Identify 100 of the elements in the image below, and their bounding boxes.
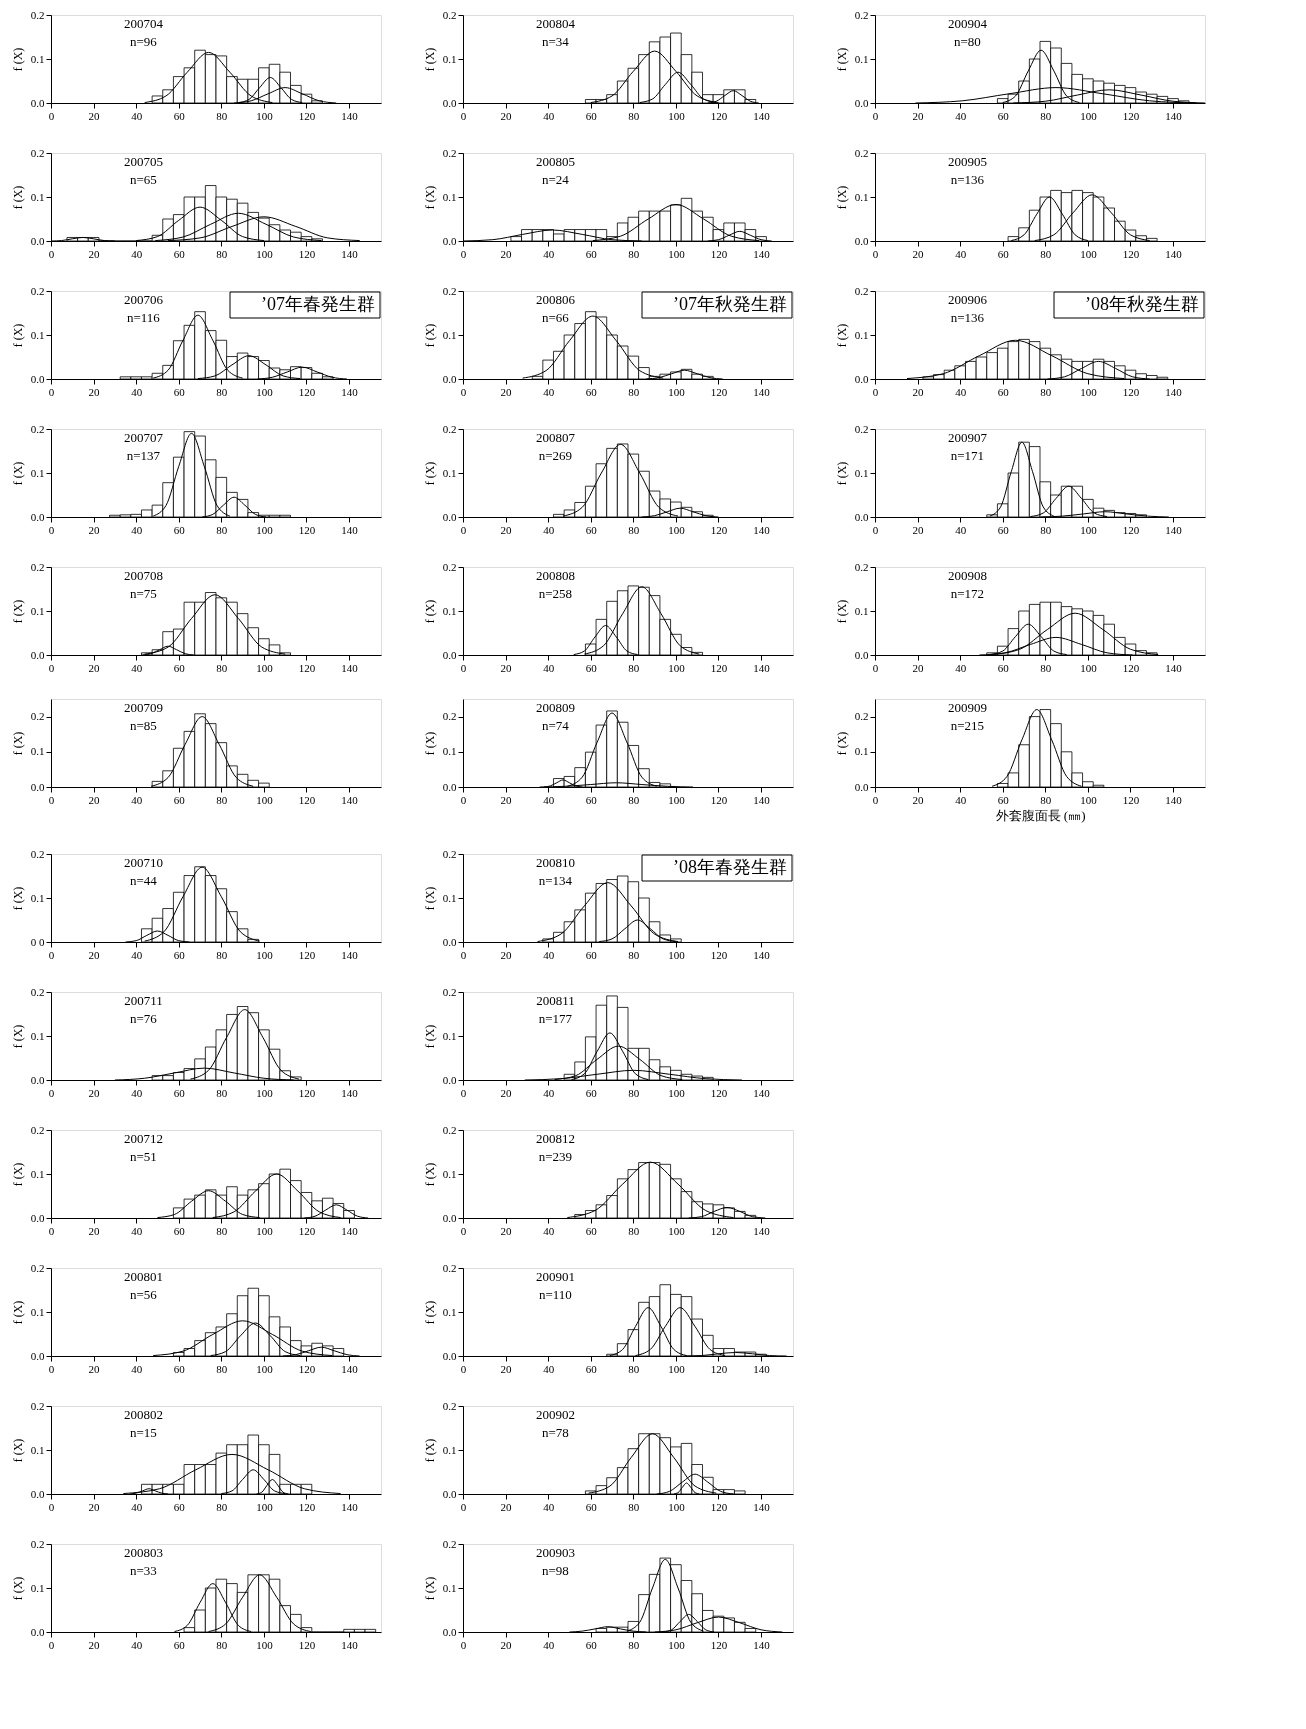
x-tick-label: 40 (131, 523, 143, 536)
y-axis-title: f (X) (422, 599, 437, 624)
x-tick-label: 80 (628, 1086, 640, 1099)
x-tick-label: 120 (298, 1086, 316, 1099)
y-axis-title: f (X) (10, 1438, 25, 1463)
y-tick-label: 0.0 (30, 510, 45, 523)
x-tick-label: 40 (131, 661, 143, 674)
text: n=137 (126, 448, 161, 463)
x-tick-label: 60 (585, 109, 598, 122)
x-tick-label: 140 (1165, 247, 1183, 260)
x-tick-label: 120 (1122, 661, 1140, 674)
x-tick-label: 120 (298, 661, 316, 674)
chart-title: 200909 (947, 700, 987, 715)
x-tick-label: 100 (668, 1500, 686, 1513)
y-tick-label: 0.1 (30, 328, 45, 341)
x-tick-label: 100 (256, 247, 274, 260)
x-tick-label: 140 (753, 109, 771, 122)
text: n=269 (538, 448, 573, 463)
x-tick-label: 120 (710, 1638, 728, 1651)
x-tick-label: 40 (955, 109, 967, 122)
y-tick-label: 0.2 (30, 8, 45, 21)
x-tick-label: 100 (256, 523, 274, 536)
chart-title: 200806 (535, 292, 576, 307)
text: n=85 (129, 718, 157, 733)
x-tick-label: 80 (1040, 523, 1052, 536)
x-tick-label: 120 (1122, 523, 1140, 536)
text: n=177 (538, 1011, 573, 1026)
x-tick-label: 140 (1165, 661, 1183, 674)
x-tick-label: 60 (173, 793, 186, 806)
x-tick-label: 0 (48, 793, 55, 806)
x-tick-label: 80 (216, 1362, 228, 1375)
text: n=96 (129, 34, 158, 49)
x-tick-label: 140 (341, 1638, 359, 1651)
y-tick-label: 0.0 (30, 1625, 45, 1638)
x-tick-label: 60 (585, 385, 598, 398)
x-tick-label: 0 (48, 523, 55, 536)
x-tick-label: 0 (460, 1224, 467, 1237)
x-tick-label: 20 (500, 1224, 513, 1237)
y-tick-label: 0.2 (442, 146, 457, 159)
x-tick-label: 60 (997, 247, 1010, 260)
x-tick-label: 0 (460, 385, 467, 398)
y-tick-label: 0.2 (442, 985, 457, 998)
x-tick-label: 120 (710, 523, 728, 536)
x-tick-label: 100 (668, 1638, 686, 1651)
x-tick-label: 40 (131, 948, 143, 961)
chart-title: 200810 (535, 855, 575, 870)
x-tick-label: 60 (173, 1638, 186, 1651)
chart-title: 200712 (123, 1131, 163, 1146)
y-axis-title: f (X) (422, 1438, 437, 1463)
x-tick-label: 80 (1040, 793, 1052, 806)
x-tick-label: 0 (48, 109, 55, 122)
x-tick-label: 60 (585, 1638, 598, 1651)
y-axis-title: f (X) (422, 185, 437, 210)
x-tick-label: 100 (668, 793, 686, 806)
x-tick-label: 60 (585, 523, 598, 536)
x-tick-label: 0 (460, 793, 467, 806)
y-tick-label: 0.0 (442, 1211, 457, 1224)
x-tick-label: 100 (256, 385, 274, 398)
y-tick-label: 0.1 (30, 604, 45, 617)
y-tick-label: 0.0 (442, 234, 457, 247)
chart-title: 200802 (123, 1407, 163, 1422)
x-tick-label: 120 (1122, 247, 1140, 260)
x-tick-label: 80 (216, 1224, 228, 1237)
x-tick-label: 140 (341, 1224, 359, 1237)
text: n=80 (953, 34, 981, 49)
y-axis-title: f (X) (422, 461, 437, 486)
x-tick-label: 20 (912, 385, 925, 398)
y-tick-label: 0.0 (442, 1487, 457, 1500)
y-tick-label: 0.2 (854, 710, 869, 723)
x-tick-label: 40 (543, 793, 555, 806)
y-axis-title: f (X) (834, 731, 849, 756)
y-tick-label: 0.0 (854, 648, 869, 661)
x-tick-label: 140 (753, 1224, 771, 1237)
y-tick-label: 0.1 (442, 604, 457, 617)
x-tick-label: 140 (753, 948, 771, 961)
text: n=110 (538, 1287, 572, 1302)
x-tick-label: 80 (628, 661, 640, 674)
x-tick-label: 20 (912, 661, 925, 674)
x-tick-label: 60 (585, 793, 598, 806)
x-tick-label: 80 (628, 1500, 640, 1513)
x-tick-label: 20 (88, 523, 101, 536)
y-tick-label: 0.0 (442, 1349, 457, 1362)
x-tick-label: 100 (668, 1362, 686, 1375)
y-tick-label: 0.1 (30, 891, 45, 904)
y-tick-label: 0.1 (854, 745, 869, 758)
y-axis-title: f (X) (834, 599, 849, 624)
x-tick-label: 120 (298, 793, 316, 806)
x-tick-label: 80 (628, 1224, 640, 1237)
text: n=44 (129, 873, 158, 888)
x-tick-label: 0 (48, 1500, 55, 1513)
y-tick-label: 0.1 (30, 1443, 45, 1456)
chart-title: 200803 (123, 1545, 163, 1560)
y-tick-label: 0.2 (442, 1537, 457, 1550)
y-tick-label: 0.2 (442, 284, 457, 297)
text: n=134 (538, 873, 573, 888)
y-tick-label: 0 0 (30, 935, 45, 948)
text: n=78 (541, 1425, 569, 1440)
x-tick-label: 80 (1040, 247, 1052, 260)
x-tick-label: 20 (88, 661, 101, 674)
x-tick-label: 40 (131, 793, 143, 806)
